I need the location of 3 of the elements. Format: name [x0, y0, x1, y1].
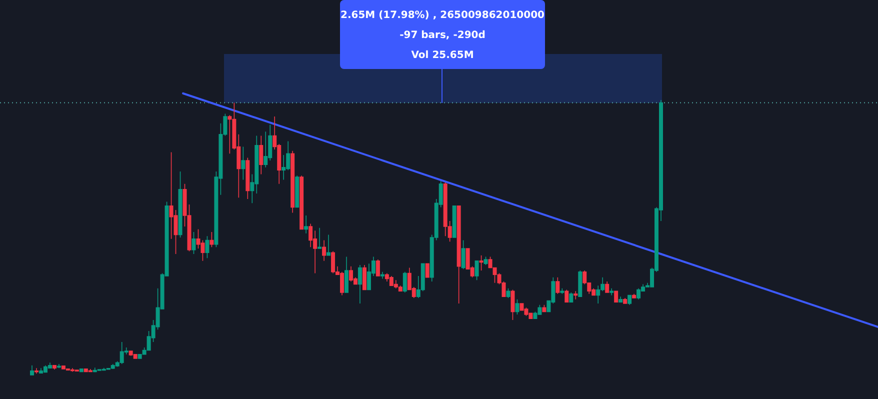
text: 2.65M (17.98%) , 265009862010000 [340, 10, 545, 21]
text: Vol 25.65M [411, 50, 474, 61]
text: -97 bars, -290d [400, 30, 486, 41]
